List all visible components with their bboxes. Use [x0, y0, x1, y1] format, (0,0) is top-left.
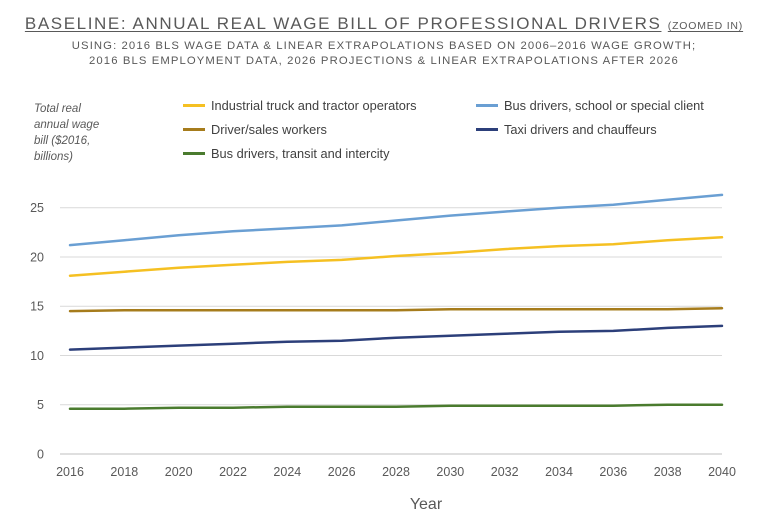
x-tick-label: 2032	[491, 465, 519, 479]
y-tick-label: 10	[30, 349, 44, 363]
x-tick-label: 2018	[110, 465, 138, 479]
x-tick-label: 2020	[165, 465, 193, 479]
series-line-4	[68, 403, 724, 410]
legend-label: Taxi drivers and chauffeurs	[504, 122, 657, 137]
x-tick-label: 2024	[273, 465, 301, 479]
x-tick-label: 2026	[328, 465, 356, 479]
legend-swatch	[183, 152, 205, 155]
chart-subtitle-line2: 2016 BLS EMPLOYMENT DATA, 2026 PROJECTIO…	[89, 55, 679, 67]
y-tick-label: 0	[37, 448, 44, 462]
chart-subtitle-line1: USING: 2016 BLS WAGE DATA & LINEAR EXTRA…	[71, 40, 697, 52]
x-axis-title: Year	[410, 496, 443, 513]
x-tick-label: 2016	[56, 465, 84, 479]
y-tick-label: 15	[30, 300, 44, 314]
y-tick-label: 25	[30, 201, 44, 215]
y-tick-label: 20	[30, 250, 44, 264]
series-line-3	[68, 324, 724, 351]
legend-label: Bus drivers, transit and intercity	[211, 146, 390, 161]
x-tick-label: 2038	[654, 465, 682, 479]
series-line-2	[68, 306, 724, 313]
x-tick-label: 2034	[545, 465, 573, 479]
y-axis-label: Total real annual wage bill ($2016, bill…	[34, 103, 100, 163]
legend-item-industrial-truck: Industrial truck and tractor operators	[183, 98, 417, 113]
legend-label: Bus drivers, school or special client	[504, 98, 704, 113]
x-tick-label: 2030	[436, 465, 464, 479]
chart-title: BASELINE: ANNUAL REAL WAGE BILL OF PROFE…	[0, 14, 768, 34]
x-tick-label: 2040	[708, 465, 736, 479]
y-tick-label: 5	[37, 398, 44, 412]
legend-swatch	[476, 104, 498, 107]
chart-title-main: BASELINE: ANNUAL REAL WAGE BILL OF PROFE…	[24, 14, 662, 33]
legend-item-driver-sales: Driver/sales workers	[183, 122, 327, 137]
chart-title-note: (ZOOMED IN)	[667, 20, 744, 32]
series-line-0	[68, 236, 724, 277]
legend-swatch	[183, 128, 205, 131]
legend-swatch	[476, 128, 498, 131]
legend-swatch	[183, 104, 205, 107]
legend-item-bus-school: Bus drivers, school or special client	[476, 98, 704, 113]
x-tick-label: 2022	[219, 465, 247, 479]
x-tick-label: 2028	[382, 465, 410, 479]
legend-item-bus-transit: Bus drivers, transit and intercity	[183, 146, 390, 161]
x-tick-label: 2036	[599, 465, 627, 479]
legend-item-taxi: Taxi drivers and chauffeurs	[476, 122, 657, 137]
legend-label: Industrial truck and tractor operators	[211, 98, 417, 113]
legend-label: Driver/sales workers	[211, 122, 327, 137]
series-line-1	[68, 193, 724, 247]
